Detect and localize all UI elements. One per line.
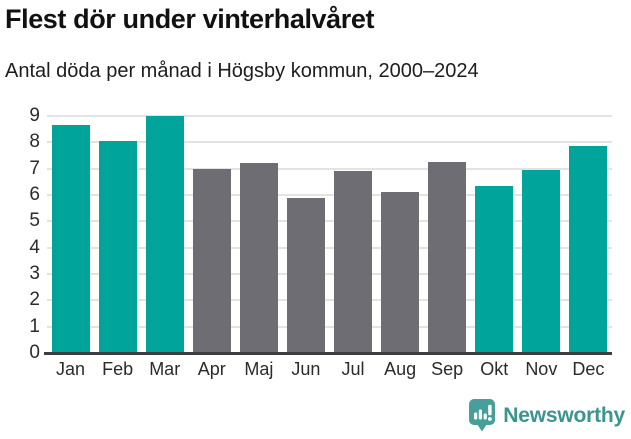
bar-okt [475, 185, 514, 353]
gridline [47, 141, 612, 144]
gridline [47, 273, 612, 276]
bar-slot [94, 116, 141, 353]
y-tick-label: 7 [29, 157, 40, 179]
gridline [47, 325, 612, 328]
bar-slot [188, 116, 235, 353]
bar-slot [329, 116, 376, 353]
gridline [47, 220, 612, 223]
bar-aug [381, 192, 420, 353]
x-axis-line [44, 352, 612, 355]
chart-subtitle: Antal döda per månad i Högsby kommun, 20… [5, 60, 479, 82]
y-tick-label: 8 [29, 131, 40, 153]
bar-jul [334, 171, 372, 353]
y-tick-label: 5 [29, 210, 40, 232]
gridline [47, 167, 612, 170]
bar-nov [522, 169, 561, 353]
bar-slot [471, 116, 518, 353]
x-tick-label: Mar [149, 359, 181, 379]
x-tick-label: Jun [291, 359, 321, 379]
bar-jun [286, 197, 325, 353]
bar-dec [569, 146, 608, 353]
gridline [47, 115, 612, 117]
bar-maj [239, 163, 278, 353]
x-tick-label: Feb [102, 359, 134, 379]
y-axis-labels: 0 1 2 3 4 5 6 7 8 9 [0, 105, 40, 363]
x-tick-label: Maj [244, 359, 274, 379]
bar-slot [565, 116, 612, 353]
plot-area [44, 115, 612, 355]
x-tick-label: Apr [197, 359, 226, 379]
bar-mar [145, 116, 184, 353]
bar-slot [235, 116, 282, 353]
y-tick-label: 0 [29, 342, 40, 363]
gridline [47, 246, 612, 249]
gridlines [47, 115, 612, 353]
bar-slot [282, 116, 329, 353]
x-axis-labels: Jan Feb Mar Apr Maj Jun Jul Aug Sep Okt Nov Dec [47, 359, 612, 380]
x-tick-label: Aug [384, 359, 417, 379]
brand-name: Newsworthy [503, 403, 625, 427]
gridline [47, 299, 612, 302]
bar-jan [51, 125, 90, 353]
x-tick-label: Nov [525, 359, 558, 379]
y-tick-label: 3 [29, 263, 40, 284]
bar-slot [141, 116, 188, 353]
x-tick-label: Sep [431, 359, 464, 379]
bar-apr [192, 168, 231, 353]
x-tick-label: Jul [341, 359, 365, 379]
bars [47, 116, 612, 353]
y-tick-label: 6 [29, 184, 40, 205]
brand-footer: Newsworthy [469, 399, 625, 432]
bar-slot [47, 116, 94, 353]
y-tick-label: 9 [29, 105, 40, 126]
newsworthy-logo-icon [469, 399, 496, 432]
x-tick-label: Okt [480, 359, 509, 379]
gridline [47, 194, 612, 197]
bar-slot [424, 116, 471, 353]
y-tick-label: 4 [29, 236, 40, 258]
y-tick-label: 1 [29, 315, 40, 337]
bar-slot [518, 116, 565, 353]
bar-slot [377, 116, 424, 353]
x-tick-label: Jan [56, 359, 86, 379]
y-tick-label: 2 [29, 289, 40, 311]
x-tick-label: Dec [572, 359, 605, 379]
bar-sep [428, 162, 467, 353]
bar-feb [98, 141, 137, 353]
chart-title: Flest dör under vinterhalvåret [5, 4, 375, 34]
